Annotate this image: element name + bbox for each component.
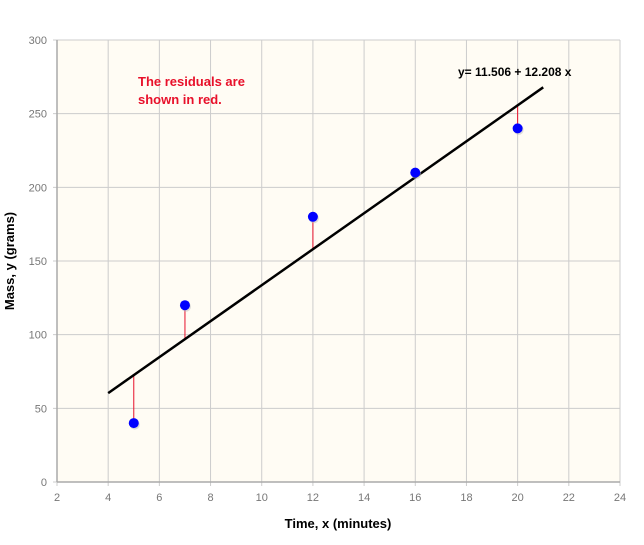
- y-tick-label: 300: [29, 35, 47, 47]
- x-tick-label: 2: [54, 492, 60, 504]
- data-point: [512, 123, 523, 134]
- y-tick-label: 0: [41, 477, 47, 489]
- x-tick-label: 22: [563, 492, 575, 504]
- data-point: [410, 167, 421, 178]
- x-tick-label: 20: [512, 492, 524, 504]
- y-tick-label: 100: [29, 330, 47, 342]
- annotation-line-2: shown in red.: [138, 92, 222, 107]
- x-tick-label: 8: [207, 492, 213, 504]
- x-tick-label: 14: [358, 492, 370, 504]
- x-tick-label: 16: [409, 492, 421, 504]
- y-tick-label: 200: [29, 182, 47, 194]
- x-tick-label: 12: [307, 492, 319, 504]
- x-tick-label: 24: [614, 492, 626, 504]
- data-point: [307, 211, 318, 222]
- x-tick-label: 4: [105, 492, 111, 504]
- x-tick-label: 18: [460, 492, 472, 504]
- y-tick-labels: 0 50 100 150 200 250 300: [29, 35, 47, 489]
- y-axis-title: Mass, y (grams): [2, 212, 17, 310]
- data-point: [179, 300, 190, 311]
- x-axis-title: Time, x (minutes): [285, 516, 392, 531]
- regression-line: [107, 86, 544, 395]
- data-point: [128, 418, 139, 429]
- y-tick-label: 150: [29, 256, 47, 268]
- x-tick-label: 6: [156, 492, 162, 504]
- data-points: [128, 123, 524, 430]
- grid: [53, 39, 621, 486]
- y-tick-label: 50: [35, 403, 47, 415]
- x-tick-label: 10: [256, 492, 268, 504]
- x-tick-labels: 2 4 6 8 10 12 14 16 18 20 22 24: [54, 492, 626, 504]
- regression-equation: y= 11.506 + 12.208 x: [458, 65, 572, 79]
- annotation-line-1: The residuals are: [138, 74, 245, 89]
- y-tick-label: 250: [29, 109, 47, 121]
